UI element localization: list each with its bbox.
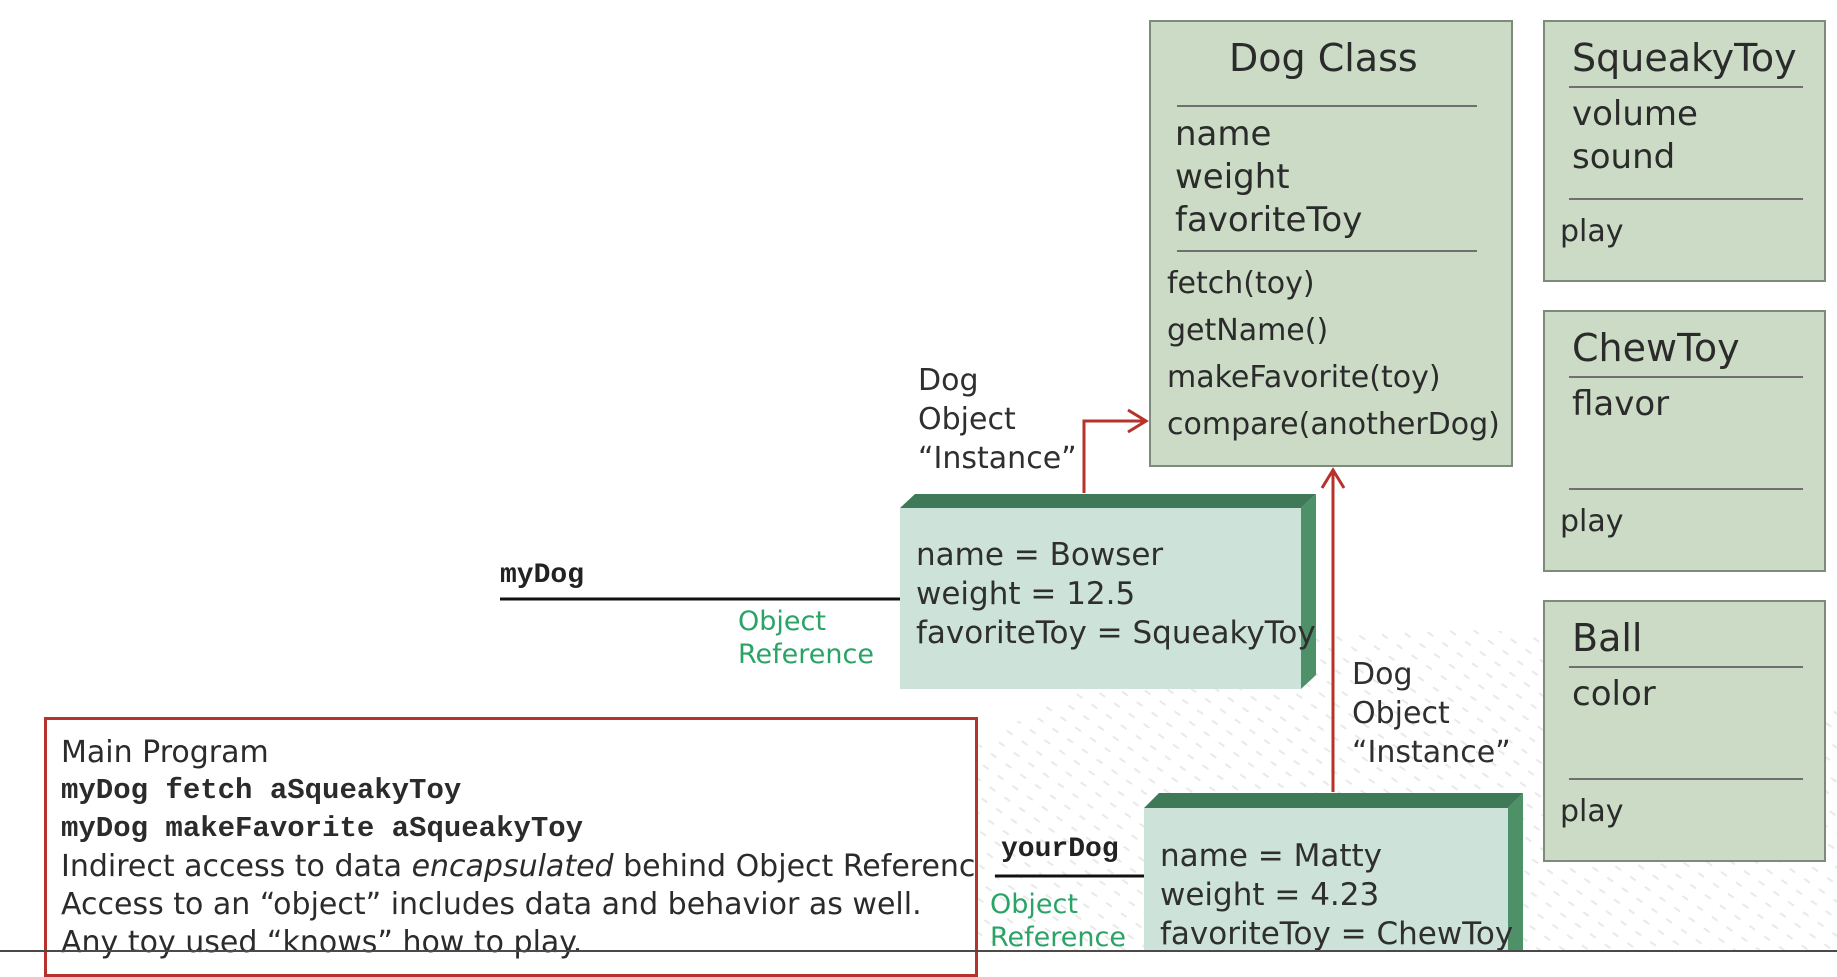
main-program-line-5: Any toy used “knows” how to play. <box>61 925 583 960</box>
instance-2-box: name = Matty weight = 4.23 favoriteToy =… <box>1144 808 1514 952</box>
main-program-line-3: Indirect access to data encapsulated beh… <box>61 849 976 884</box>
dog-class-title: Dog Class <box>1229 36 1418 80</box>
dog-class-method-get-name: getName() <box>1167 313 1329 348</box>
instance-1-top <box>900 494 1316 508</box>
squeaky-toy-method-play: play <box>1560 214 1624 249</box>
instance-1-field-favorite-toy: favoriteToy = SqueakyToy <box>916 615 1316 651</box>
instance-2-field-favorite-toy: favoriteToy = ChewToy <box>1160 916 1514 952</box>
instance-arrow-1 <box>1082 419 1144 493</box>
your-dog-reference-label: Object Reference <box>990 889 1126 953</box>
bottom-border <box>0 950 1837 952</box>
squeaky-toy-title: SqueakyToy <box>1572 36 1797 80</box>
chew-toy-class-box: ChewToy flavor play <box>1543 310 1826 572</box>
main-program-title: Main Program <box>61 735 269 770</box>
squeaky-toy-attr-sound: sound <box>1572 137 1676 177</box>
instance-1-field-weight: weight = 12.5 <box>916 576 1136 612</box>
main-program-box: Main Program myDog fetch aSqueakyToy myD… <box>44 717 978 977</box>
main-program-code-2: myDog makeFavorite aSqueakyToy <box>61 812 584 845</box>
your-dog-reference-name: yourDog <box>1001 834 1119 865</box>
chew-toy-attr-flavor: flavor <box>1572 384 1670 424</box>
dog-class-method-make-favorite: makeFavorite(toy) <box>1167 360 1441 395</box>
dog-class-box: Dog Class name weight favoriteToy fetch(… <box>1149 20 1513 467</box>
instance-1-field-name: name = Bowser <box>916 537 1164 573</box>
squeaky-toy-divider-1 <box>1569 86 1803 88</box>
instance-2-field-weight: weight = 4.23 <box>1160 877 1380 913</box>
instance-1-box: name = Bowser weight = 12.5 favoriteToy … <box>900 508 1316 689</box>
instance-arrow-1-head <box>1127 408 1149 434</box>
my-dog-reference-label: Object Reference <box>738 606 874 670</box>
instance-2-label: Dog Object “Instance” <box>1352 657 1511 770</box>
squeaky-toy-attr-volume: volume <box>1572 94 1698 134</box>
ball-attr-color: color <box>1572 674 1656 714</box>
instance-2-field-name: name = Matty <box>1160 838 1382 874</box>
squeaky-toy-divider-2 <box>1569 198 1803 200</box>
chew-toy-divider-1 <box>1569 376 1803 378</box>
chew-toy-method-play: play <box>1560 504 1624 539</box>
instance-2-side <box>1508 793 1523 952</box>
instance-arrow-2-head <box>1320 467 1346 489</box>
ball-method-play: play <box>1560 794 1624 829</box>
dog-class-attr-name: name <box>1175 114 1272 154</box>
chew-toy-divider-2 <box>1569 488 1803 490</box>
ball-divider-1 <box>1569 666 1803 668</box>
instance-1-label: Dog Object “Instance” <box>918 363 1077 476</box>
instance-1-side <box>1301 494 1316 689</box>
main-program-code-1: myDog fetch aSqueakyToy <box>61 774 462 807</box>
dog-class-attr-weight: weight <box>1175 157 1290 197</box>
my-dog-reference-name: myDog <box>500 560 585 591</box>
ball-title: Ball <box>1572 616 1643 660</box>
dog-class-method-compare: compare(anotherDog) <box>1167 407 1500 442</box>
dog-class-attr-favorite-toy: favoriteToy <box>1175 200 1363 240</box>
chew-toy-title: ChewToy <box>1572 326 1740 370</box>
ball-divider-2 <box>1569 778 1803 780</box>
instance-2-top <box>1144 793 1523 808</box>
dog-class-method-fetch: fetch(toy) <box>1167 266 1315 301</box>
main-program-line-4: Access to an “object” includes data and … <box>61 887 922 922</box>
squeaky-toy-class-box: SqueakyToy volume sound play <box>1543 20 1826 282</box>
connectors <box>500 408 1523 952</box>
dog-class-divider-1 <box>1177 105 1477 107</box>
dog-class-divider-2 <box>1177 250 1477 252</box>
ball-class-box: Ball color play <box>1543 600 1826 862</box>
